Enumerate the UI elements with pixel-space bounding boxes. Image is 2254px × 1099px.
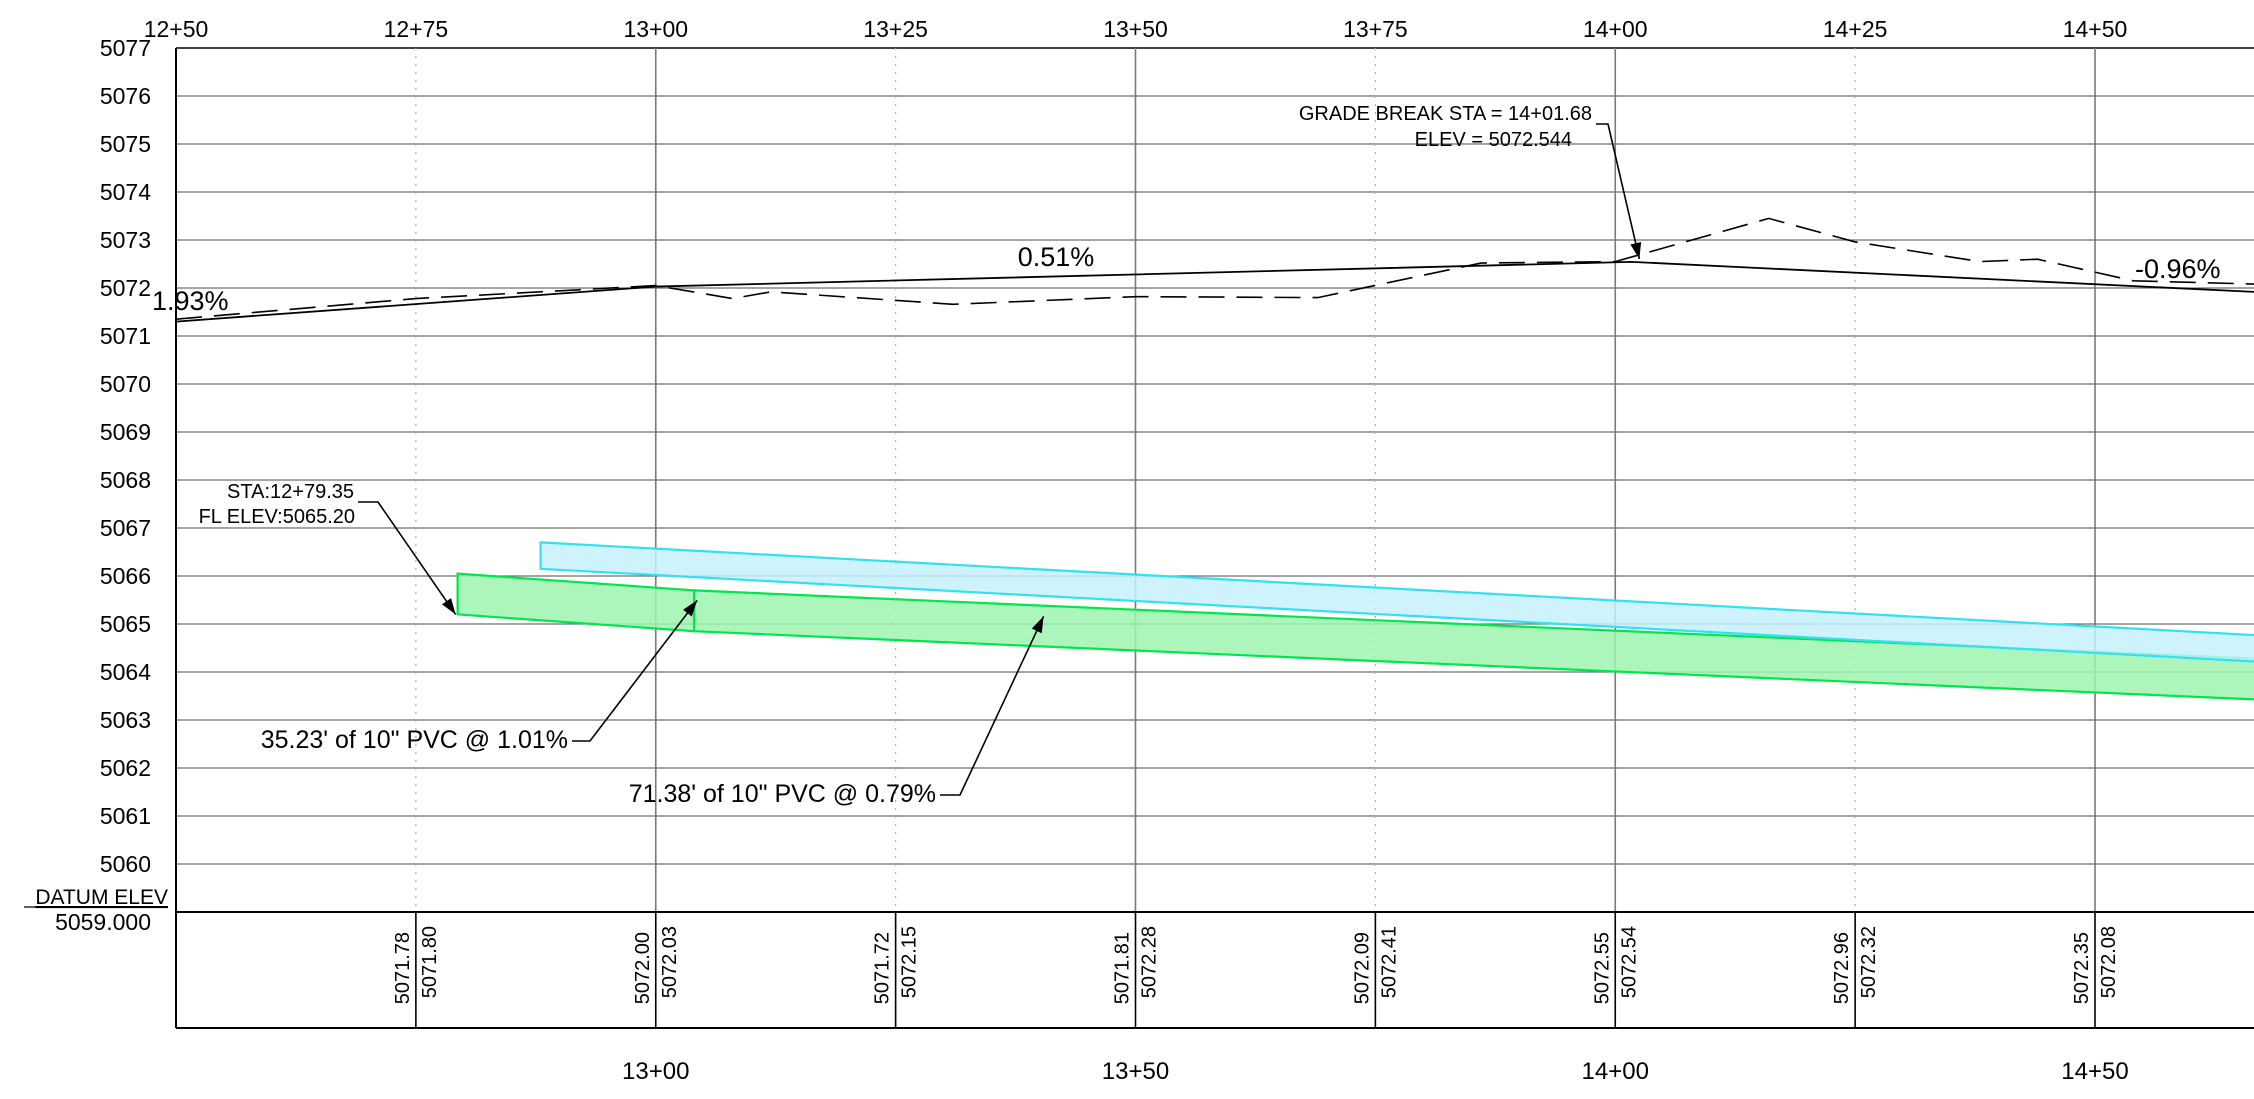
grade-label: 0.51% — [1018, 242, 1095, 272]
existing-grade-line — [175, 217, 2254, 320]
elevation-label: 5077 — [100, 35, 151, 61]
proposed-elevation-value: 5072.41 — [1378, 926, 1400, 998]
existing-elevation-value: 5071.81 — [1112, 932, 1134, 1004]
station-label-top: 13+75 — [1343, 16, 1408, 42]
elevation-label: 5070 — [100, 371, 151, 397]
elevation-label: 5063 — [100, 707, 151, 733]
arrowhead — [1031, 616, 1044, 634]
elevation-label: 5073 — [100, 227, 151, 253]
pipe-1-label: 35.23' of 10" PVC @ 1.01% — [261, 726, 568, 754]
proposed-elevation-value: 5072.28 — [1139, 926, 1161, 998]
elevation-table: 5071.78 5071.80 5072.00 5072.03 5071.72 5072.… — [392, 912, 2129, 1085]
proposed-elevation-value: 5072.03 — [659, 926, 681, 998]
arrowhead — [441, 598, 456, 615]
elevation-label: 5075 — [100, 131, 151, 157]
existing-elevation-value: 5071.78 — [392, 932, 414, 1004]
station-label-bottom: 13+50 — [1102, 1058, 1169, 1085]
station-label-bottom: 14+50 — [2061, 1058, 2128, 1085]
station-label-top: 13+00 — [623, 16, 688, 42]
flowline-leader — [358, 501, 457, 615]
existing-elevation-value: 5072.00 — [632, 932, 654, 1004]
station-label-top: 13+50 — [1103, 16, 1168, 42]
existing-elevation-value: 5072.35 — [2071, 932, 2093, 1004]
proposed-elevation-value: 5072.15 — [899, 926, 921, 998]
arrowhead — [683, 600, 698, 617]
elevation-label: 5074 — [100, 179, 151, 205]
existing-elevation-value: 5072.96 — [1831, 932, 1853, 1004]
annotations: 1.93% 0.51% -0.96% GRADE BREAK STA = 14+01.… — [152, 103, 2221, 808]
pipe-2-leader — [940, 616, 1045, 796]
station-label-top: 14+25 — [1823, 16, 1888, 42]
proposed-elevation-value: 5072.32 — [1858, 926, 1880, 998]
station-label-top: 12+50 — [144, 16, 209, 42]
existing-elevation-value: 5071.72 — [872, 932, 894, 1004]
station-label-bottom: 14+00 — [1582, 1058, 1649, 1085]
elevation-label: 5068 — [100, 467, 151, 493]
elevation-label: 5072 — [100, 275, 151, 301]
elevation-label: 5062 — [100, 755, 151, 781]
elevation-label: 5066 — [100, 563, 151, 589]
pipe-segment — [539, 541, 2254, 663]
station-label-top: 13+25 — [863, 16, 928, 42]
grade-break-leader — [1596, 123, 1641, 260]
proposed-grade-line — [175, 260, 2254, 323]
grade-break-elev-label: ELEV = 5072.544 — [1415, 129, 1572, 151]
elevation-label: 5064 — [100, 659, 151, 685]
elevation-label: 5067 — [100, 515, 151, 541]
grade-break-label: GRADE BREAK STA = 14+01.68 — [1299, 103, 1592, 125]
proposed-elevation-value: 5072.08 — [2098, 926, 2120, 998]
pipe-1-leader — [572, 599, 698, 742]
elevation-label: 5071 — [100, 323, 151, 349]
pipe-segment — [456, 572, 696, 633]
elevation-label: 5060 — [100, 851, 151, 877]
grade-label: -0.96% — [2135, 254, 2221, 284]
datum-value: 5059.000 — [55, 909, 151, 935]
elevation-label: 5061 — [100, 803, 151, 829]
proposed-elevation-value: 5072.54 — [1618, 926, 1640, 998]
station-label-top: 14+50 — [2063, 16, 2128, 42]
elevation-label: 5065 — [100, 611, 151, 637]
station-label-top: 14+00 — [1583, 16, 1648, 42]
flowline-station-label: STA:12+79.35 — [227, 481, 354, 503]
elevation-label: 5069 — [100, 419, 151, 445]
station-label-bottom: 13+00 — [622, 1058, 689, 1085]
grade-lines — [175, 217, 2254, 323]
elevation-label: 5076 — [100, 83, 151, 109]
arrowhead — [1630, 242, 1642, 259]
axis-labels: 5077 5076 5075 5074 5073 5072 5071 5070 5069 5068… — [24, 16, 2127, 935]
pipe-2-label: 71.38' of 10" PVC @ 0.79% — [629, 780, 936, 808]
grade-label: 1.93% — [152, 286, 229, 316]
flowline-elev-label: FL ELEV:5065.20 — [199, 506, 355, 528]
proposed-elevation-value: 5071.80 — [419, 926, 441, 998]
station-label-top: 12+75 — [384, 16, 449, 42]
existing-elevation-value: 5072.55 — [1591, 932, 1613, 1004]
grid — [175, 47, 2254, 1029]
pipes — [456, 541, 2254, 701]
datum-label: DATUM ELEV — [35, 886, 168, 909]
existing-elevation-value: 5072.09 — [1351, 932, 1373, 1004]
